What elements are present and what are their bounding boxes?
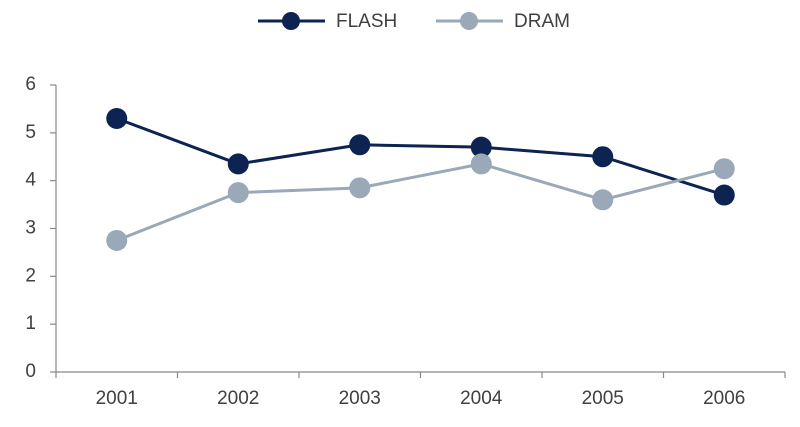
y-tick-label: 0 xyxy=(25,361,36,382)
y-tick-label: 1 xyxy=(25,313,36,334)
line xyxy=(116,117,725,197)
marker xyxy=(349,177,371,199)
x-tick-label: 2005 xyxy=(582,388,624,409)
line xyxy=(116,162,725,242)
x-tick-label: 2003 xyxy=(339,388,381,409)
y-tick-label: 4 xyxy=(25,170,36,191)
marker xyxy=(592,146,614,168)
x-tick-label: 2004 xyxy=(460,388,503,409)
marker xyxy=(713,158,735,180)
y-tick-label: 3 xyxy=(25,218,36,239)
y-tick-label: 6 xyxy=(25,74,36,95)
marker xyxy=(592,189,614,211)
legend-label: FLASH xyxy=(336,11,397,32)
marker xyxy=(470,136,492,158)
legend-marker xyxy=(282,12,300,30)
marker xyxy=(227,182,249,204)
marker xyxy=(713,184,735,206)
marker xyxy=(106,229,128,251)
y-tick-label: 5 xyxy=(25,122,36,143)
x-tick-label: 2006 xyxy=(703,388,745,409)
legend-marker xyxy=(460,12,478,30)
marker xyxy=(470,153,492,175)
marker xyxy=(349,134,371,156)
legend-label: DRAM xyxy=(514,11,570,32)
marker xyxy=(227,153,249,175)
y-tick-label: 2 xyxy=(25,265,36,286)
x-tick-label: 2002 xyxy=(217,388,259,409)
x-tick-label: 2001 xyxy=(96,388,138,409)
marker xyxy=(106,107,128,129)
